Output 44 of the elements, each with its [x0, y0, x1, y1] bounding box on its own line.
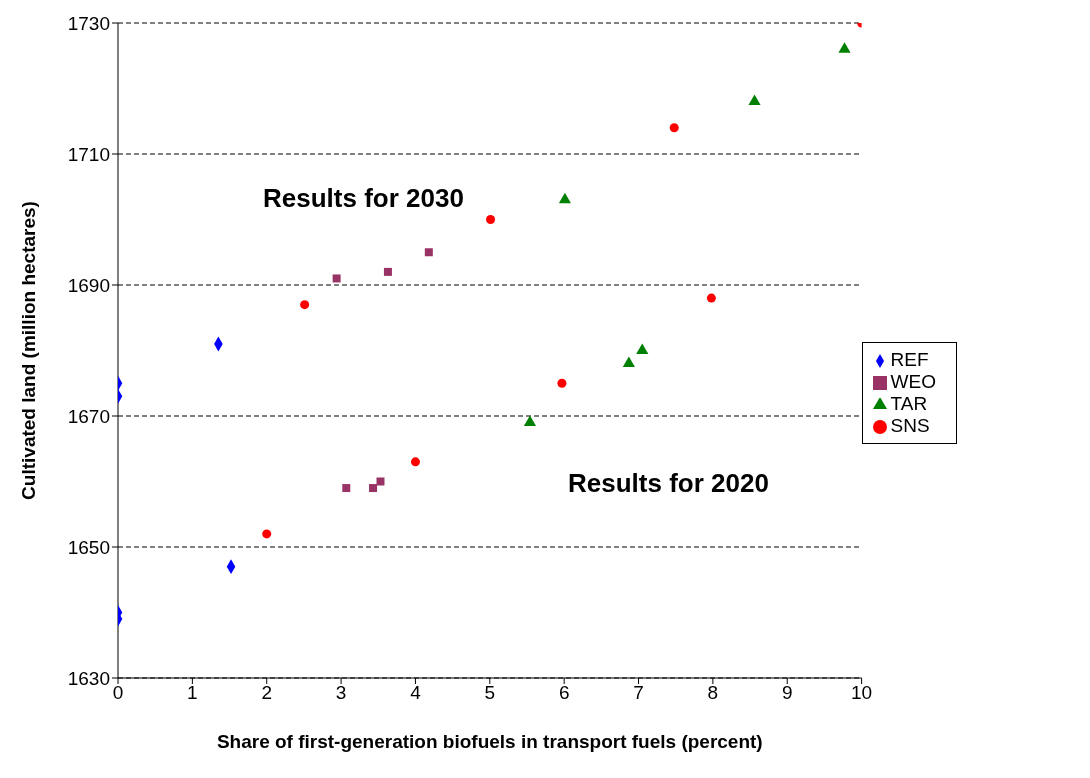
- point: [558, 192, 571, 204]
- point: [383, 267, 392, 276]
- legend-label: SNS: [890, 415, 930, 436]
- y-tick-label: 1690: [67, 274, 110, 296]
- x-axis-title: Share of first-generation biofuels in transport fuels (percent): [216, 731, 763, 752]
- x-tick-label: 7: [633, 682, 644, 704]
- point: [262, 529, 272, 539]
- point: [669, 123, 679, 133]
- x-tick-label: 2: [261, 682, 273, 704]
- point: [410, 457, 420, 467]
- point: [376, 477, 385, 486]
- point: [523, 415, 537, 427]
- x-tick-label: 8: [707, 682, 719, 704]
- legend-label: REF: [890, 349, 929, 370]
- point: [369, 484, 378, 493]
- point: [636, 343, 649, 355]
- x-tick-label: 4: [410, 682, 422, 704]
- point: [557, 378, 567, 388]
- annotation: Results for 2030: [263, 183, 464, 214]
- y-tick-label: 1710: [67, 143, 110, 165]
- x-tick-label: 9: [781, 682, 793, 704]
- point: [424, 248, 433, 257]
- x-tick-label: 5: [484, 682, 496, 704]
- point: [332, 274, 341, 283]
- annotation: Results for 2020: [568, 468, 769, 499]
- point: [486, 214, 496, 225]
- x-tick-label: 10: [851, 682, 873, 704]
- y-tick-label: 1730: [67, 12, 110, 34]
- x-tick-label: 1: [187, 682, 198, 704]
- legend-label: TAR: [890, 393, 928, 414]
- y-tick-label: 1670: [67, 405, 110, 427]
- x-tick-label: 0: [112, 682, 124, 704]
- x-tick-label: 6: [558, 682, 570, 704]
- point: [748, 94, 761, 106]
- y-axis-title: Cultivated land (million hectares): [17, 201, 39, 500]
- point: [838, 42, 851, 53]
- point: [300, 300, 310, 310]
- point: [706, 293, 716, 303]
- y-tick-label: 1650: [67, 536, 110, 558]
- x-tick-label: 3: [335, 682, 347, 704]
- point: [622, 356, 635, 368]
- y-tick-label: 1630: [67, 667, 110, 689]
- legend-label: WEO: [890, 371, 936, 392]
- point: [342, 484, 351, 493]
